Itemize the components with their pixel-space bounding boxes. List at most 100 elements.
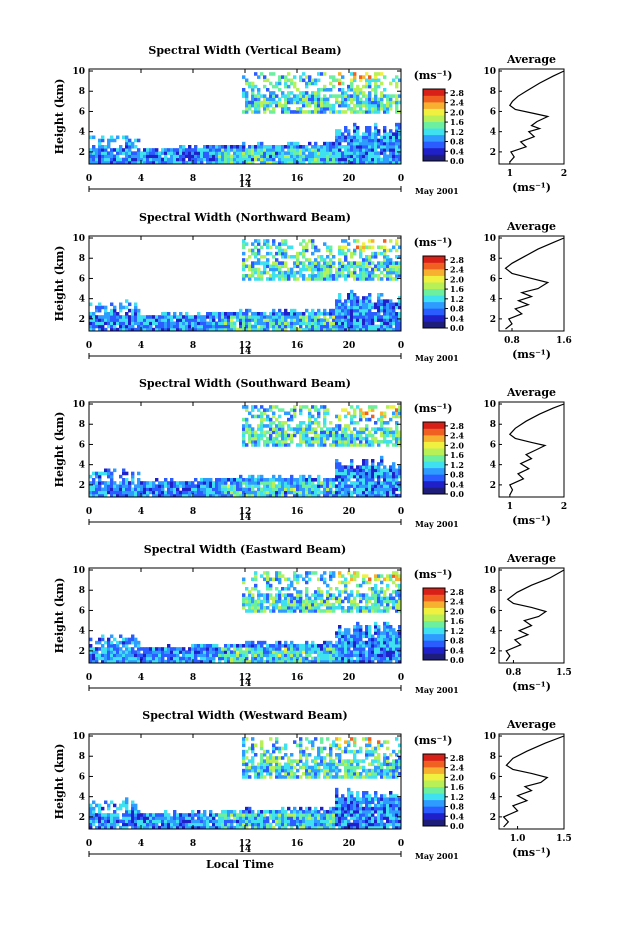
heatmap-cell	[374, 436, 378, 441]
heatmap-cell	[398, 474, 402, 479]
heatmap-cell	[386, 261, 390, 265]
heatmap-cell	[125, 640, 129, 645]
heatmap-cell	[284, 609, 288, 613]
heatmap-cell	[374, 430, 378, 435]
heatmap-cell	[317, 433, 321, 438]
heatmap-cell	[293, 94, 297, 98]
heatmap-cell	[101, 157, 105, 162]
heatmap-cell	[260, 141, 264, 146]
heatmap-cell	[329, 324, 333, 329]
heatmap-cell	[374, 602, 378, 607]
heatmap-cell	[353, 571, 357, 575]
heatmap-cell	[173, 151, 177, 155]
heatmap-cell	[389, 267, 393, 272]
y-tick-label: 2	[79, 148, 85, 158]
heatmap-cell	[344, 239, 348, 243]
heatmap-cell	[290, 650, 294, 654]
heatmap-cell	[389, 141, 393, 146]
heatmap-cell	[338, 264, 342, 269]
date-label: 14	[239, 180, 252, 190]
heatmap-cell	[329, 644, 333, 648]
heatmap-cell	[89, 644, 93, 648]
heatmap-cell	[368, 631, 372, 635]
heatmap-cell	[350, 321, 354, 326]
heatmap-cell	[137, 490, 141, 495]
heatmap-cell	[296, 145, 300, 149]
x-tick-label: 20	[343, 341, 356, 351]
heatmap-cell	[278, 609, 282, 613]
colorbar-band	[423, 295, 445, 303]
heatmap-cell	[125, 312, 129, 316]
heatmap-cell	[299, 424, 303, 428]
heatmap-cell	[278, 261, 282, 265]
heatmap-cell	[125, 822, 129, 827]
heatmap-cell	[296, 327, 300, 332]
heatmap-cell	[335, 318, 339, 322]
heatmap-cell	[308, 78, 312, 83]
heatmap-cell	[284, 653, 288, 658]
heatmap-cell	[281, 656, 285, 661]
heatmap-cell	[92, 800, 96, 805]
heatmap-cell	[164, 315, 168, 319]
heatmap-cell	[293, 571, 297, 575]
heatmap-cell	[140, 318, 144, 322]
heatmap-cell	[248, 659, 252, 664]
heatmap-cell	[365, 135, 369, 140]
heatmap-cell	[371, 650, 375, 654]
heatmap-cell	[251, 274, 255, 278]
heatmap-cell	[146, 819, 150, 824]
x-tick-label: 8	[190, 507, 196, 517]
heatmap-cell	[347, 84, 351, 89]
heatmap-cell	[266, 100, 270, 105]
heatmap-cell	[335, 634, 339, 639]
heatmap-cell	[137, 653, 141, 658]
heatmap-cell	[392, 157, 396, 162]
heatmap-cell	[293, 478, 297, 482]
heatmap-cell	[257, 312, 261, 316]
heatmap-cell	[347, 593, 351, 597]
heatmap-cell	[137, 471, 141, 476]
heatmap-cell	[260, 650, 264, 654]
heatmap-cell	[209, 644, 213, 648]
heatmap-cell	[389, 264, 393, 269]
heatmap-cell	[383, 599, 387, 604]
heatmap-cell	[101, 318, 105, 322]
heatmap-cell	[383, 274, 387, 278]
x-tick-label: 16	[291, 507, 304, 517]
heatmap-cell	[212, 656, 216, 661]
heatmap-cell	[95, 803, 99, 808]
heatmap-cell	[374, 421, 378, 425]
avg-y-tick-label: 6	[490, 107, 496, 117]
heatmap-cell	[170, 478, 174, 482]
heatmap-cell	[263, 650, 267, 654]
heatmap-cell	[380, 417, 384, 422]
heatmap-cell	[269, 577, 273, 582]
heatmap-cell	[335, 308, 339, 313]
heatmap-cell	[245, 650, 249, 654]
heatmap-cell	[377, 465, 381, 469]
heatmap-cell	[368, 321, 372, 326]
heatmap-cell	[281, 644, 285, 648]
heatmap-cell	[152, 318, 156, 322]
heatmap-cell	[392, 580, 396, 585]
heatmap-cell	[329, 321, 333, 326]
heatmap-cell	[278, 157, 282, 162]
heatmap-cell	[338, 659, 342, 664]
heatmap-cell	[350, 430, 354, 435]
heatmap-cell	[269, 157, 273, 162]
heatmap-cell	[317, 487, 321, 492]
heatmap-cell	[392, 264, 396, 269]
heatmap-cell	[383, 154, 387, 159]
heatmap-cell	[359, 408, 363, 412]
heatmap-cell	[347, 293, 351, 297]
heatmap-cell	[266, 414, 270, 419]
heatmap-cell	[320, 154, 324, 159]
heatmap-cell	[395, 650, 399, 654]
heatmap-cell	[389, 157, 393, 162]
heatmap-cell	[89, 154, 93, 159]
heatmap-cell	[242, 110, 246, 114]
heatmap-cell	[191, 318, 195, 322]
heatmap-cell	[260, 255, 264, 259]
chart-title: Spectral Width (Northward Beam)	[139, 211, 351, 224]
heatmap-cell	[134, 650, 138, 654]
